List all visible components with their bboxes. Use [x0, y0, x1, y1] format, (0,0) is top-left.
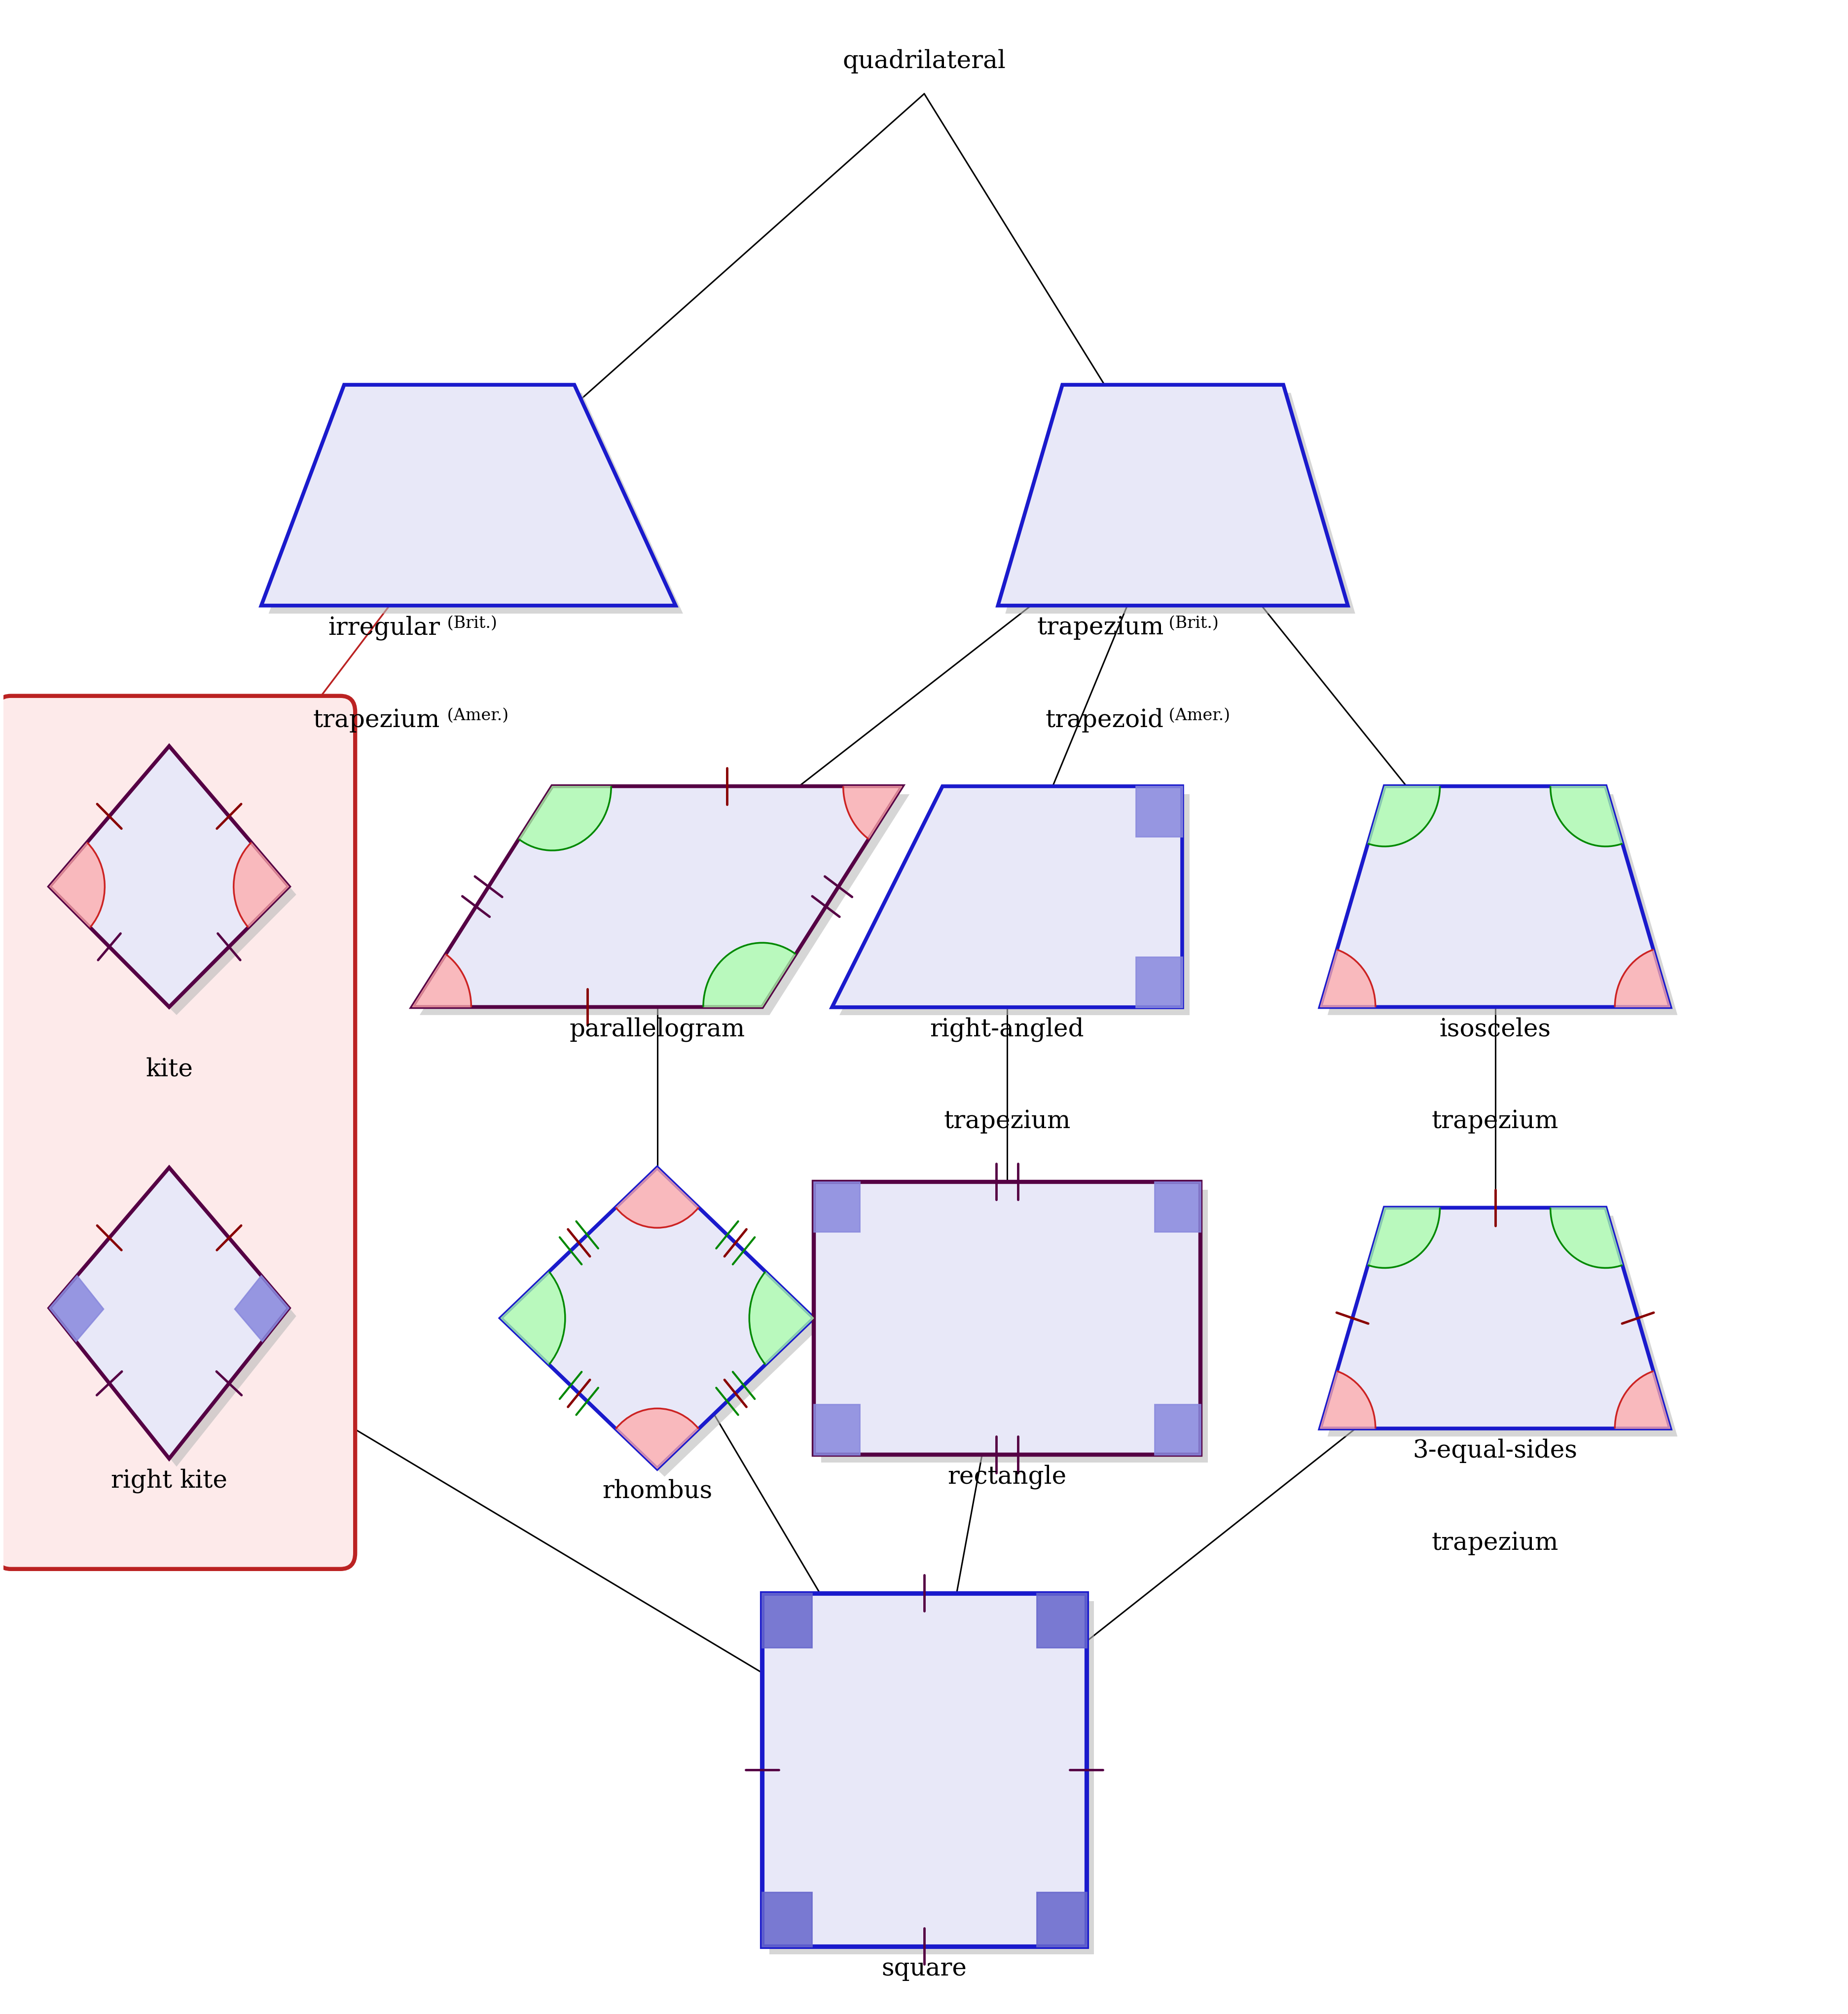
Polygon shape [615, 1408, 699, 1468]
Polygon shape [50, 745, 288, 1007]
Text: right kite: right kite [111, 1468, 227, 1492]
Polygon shape [1319, 951, 1375, 1007]
Polygon shape [1550, 1208, 1623, 1269]
Polygon shape [761, 1593, 1087, 1946]
Polygon shape [615, 1168, 699, 1229]
Polygon shape [412, 955, 471, 1007]
Polygon shape [1137, 957, 1181, 1007]
Polygon shape [50, 842, 105, 926]
Polygon shape [1368, 1208, 1440, 1269]
Polygon shape [813, 1182, 1199, 1454]
Text: (Brit.): (Brit.) [442, 616, 497, 632]
Polygon shape [998, 385, 1347, 606]
Polygon shape [501, 1168, 813, 1468]
Text: (Amer.): (Amer.) [1164, 709, 1231, 723]
Polygon shape [1037, 1891, 1087, 1946]
Polygon shape [1137, 785, 1181, 836]
Polygon shape [1155, 1182, 1199, 1233]
Text: parallelogram: parallelogram [569, 1017, 745, 1041]
Polygon shape [57, 753, 296, 1015]
Text: irregular: irregular [327, 616, 440, 640]
Polygon shape [1368, 785, 1440, 846]
Polygon shape [748, 1271, 813, 1365]
Polygon shape [843, 785, 902, 840]
Text: quadrilateral: quadrilateral [843, 48, 1005, 75]
Text: kite: kite [146, 1057, 192, 1082]
Polygon shape [261, 385, 676, 606]
Polygon shape [761, 1593, 811, 1647]
Polygon shape [821, 1190, 1207, 1462]
Polygon shape [268, 393, 682, 614]
FancyBboxPatch shape [0, 697, 355, 1569]
Polygon shape [519, 785, 612, 850]
Text: rectangle: rectangle [948, 1464, 1066, 1488]
Text: trapezium: trapezium [1432, 1531, 1558, 1555]
Polygon shape [1319, 1208, 1669, 1428]
Text: trapezium: trapezium [942, 1110, 1070, 1134]
Polygon shape [839, 794, 1188, 1015]
Polygon shape [50, 1275, 103, 1341]
Text: trapezium: trapezium [1432, 1110, 1558, 1134]
Polygon shape [233, 842, 288, 926]
Polygon shape [813, 1182, 859, 1233]
Text: square: square [881, 1956, 967, 1982]
Polygon shape [419, 794, 909, 1015]
Text: right-angled: right-angled [930, 1017, 1085, 1041]
Polygon shape [1327, 794, 1676, 1015]
Polygon shape [1615, 951, 1669, 1007]
Polygon shape [1037, 1593, 1087, 1647]
Text: isosceles: isosceles [1440, 1017, 1550, 1041]
Text: trapezium: trapezium [1037, 616, 1164, 640]
Text: (Amer.): (Amer.) [442, 709, 508, 723]
Text: rhombus: rhombus [602, 1478, 711, 1502]
Polygon shape [1155, 1404, 1199, 1454]
Polygon shape [1319, 1372, 1375, 1428]
Polygon shape [1327, 1216, 1676, 1436]
Polygon shape [702, 943, 795, 1007]
Polygon shape [1005, 393, 1355, 614]
Polygon shape [501, 1271, 565, 1365]
Polygon shape [57, 1176, 296, 1466]
Polygon shape [235, 1275, 288, 1341]
Polygon shape [1319, 785, 1669, 1007]
Polygon shape [1615, 1372, 1669, 1428]
Polygon shape [813, 1404, 859, 1454]
Polygon shape [761, 1891, 811, 1946]
Text: trapezoid: trapezoid [1044, 709, 1164, 733]
Text: 3-equal-sides: 3-equal-sides [1412, 1438, 1576, 1462]
Polygon shape [508, 1176, 821, 1476]
Polygon shape [50, 1168, 288, 1458]
Polygon shape [412, 785, 902, 1007]
Polygon shape [1550, 785, 1623, 846]
Text: trapezium: trapezium [312, 709, 440, 733]
Polygon shape [769, 1601, 1094, 1954]
Polygon shape [832, 785, 1181, 1007]
Text: (Brit.): (Brit.) [1164, 616, 1218, 632]
